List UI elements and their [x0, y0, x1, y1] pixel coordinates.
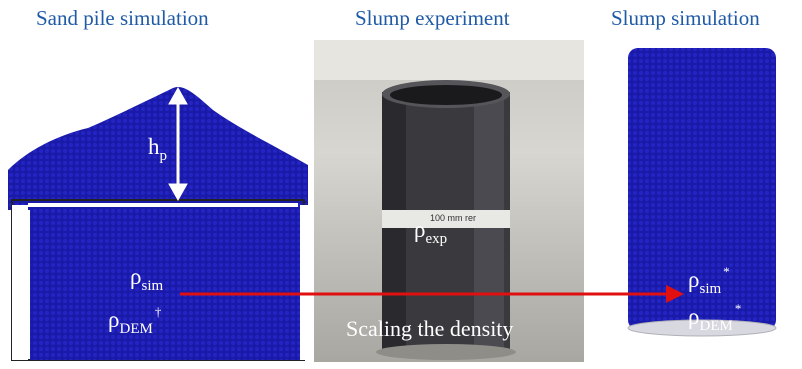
sand-pile-heap [8, 86, 308, 210]
sand-pile-title: Sand pile simulation [36, 6, 209, 30]
slump-simulation-panel: ρsim* ρDEM* [596, 40, 802, 362]
sand-pile-image [8, 86, 310, 361]
tube-tag-text: 100 mm rer [430, 213, 477, 223]
rho-sim-star-label: ρsim* [688, 264, 730, 297]
rho-dem-star-label: ρDEM* [688, 301, 742, 334]
slump-experiment-title: Slump experiment [355, 6, 510, 30]
container-fill [30, 202, 300, 360]
rho-dem-label: ρDEM† [108, 304, 162, 337]
tube-tag [382, 210, 510, 228]
rho-sim-label: ρsim [130, 264, 164, 294]
slump-experiment-photo: 100 mm rer ρexp Scaling the density [314, 40, 584, 362]
slump-simulation-cylinder [627, 48, 777, 337]
sand-pile-panel: hp ρsim ρDEM† [8, 40, 312, 362]
rho-exp-label: ρexp [414, 217, 448, 247]
height-arrow [168, 86, 188, 202]
height-label: hp [148, 134, 167, 164]
slump-cylinder [314, 40, 584, 360]
scaling-caption: Scaling the density [346, 316, 514, 341]
slump-simulation-title: Slump simulation [611, 6, 760, 30]
